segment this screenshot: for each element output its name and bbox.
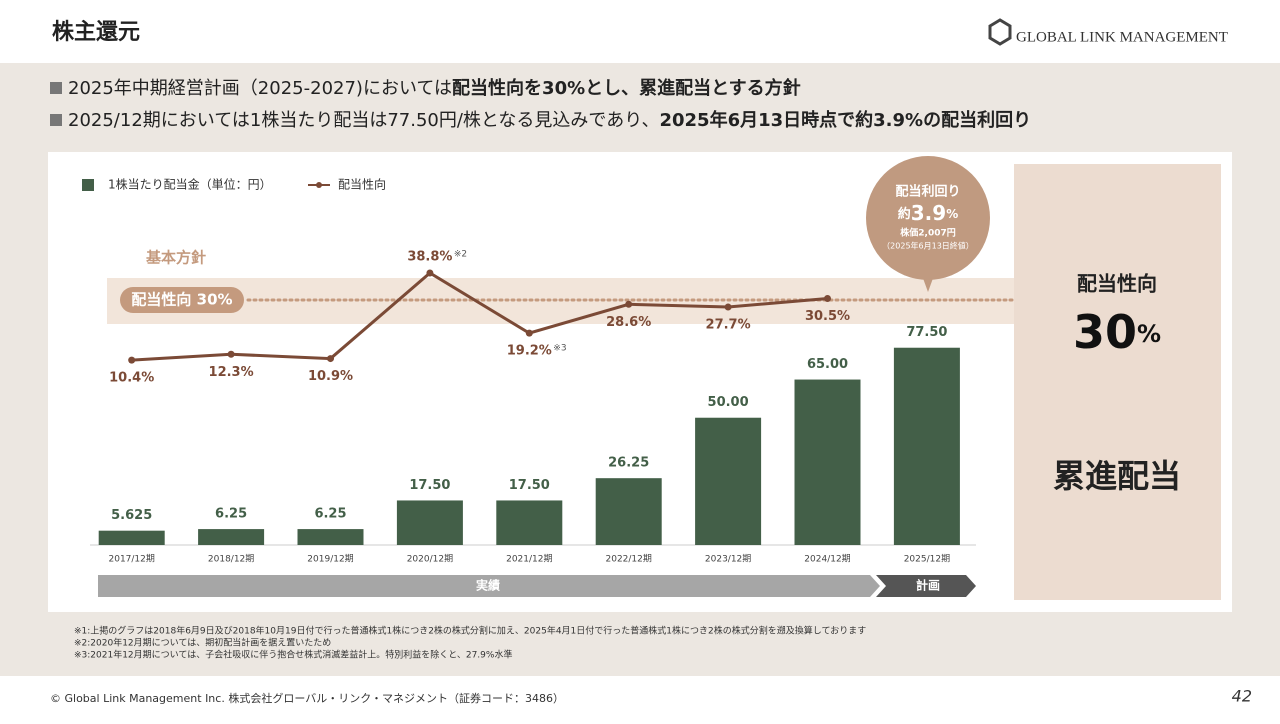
x-tick-label: 2022/12期 <box>606 554 652 565</box>
side-number: 30 <box>1073 305 1137 359</box>
callout-value: 3.9 <box>911 201 946 225</box>
legend: 1株当たり配当金（単位：円） 配当性向 <box>82 177 386 192</box>
logo-text: GLOBAL LINK MANAGEMENT <box>1016 29 1228 45</box>
side-unit: % <box>1137 320 1161 348</box>
footnote: ※1:上掲のグラフは2018年6月9日及び2018年10月19日付で行った普通株… <box>74 625 866 637</box>
bar-label: 65.00 <box>807 357 848 372</box>
bullet-icon <box>50 114 62 126</box>
line-label: 28.6% <box>606 315 651 330</box>
bullet: 2025年中期経営計画（2025-2027)においては配当性向を30%とし、累進… <box>68 77 801 99</box>
bullet: 2025/12期においては1株当たり配当は77.50円/株となる見込みであり、2… <box>68 109 1031 131</box>
note-mark: ※2 <box>454 250 467 260</box>
line-point <box>824 294 831 302</box>
policy-label: 配当性向 30% <box>131 291 232 309</box>
callout: 配当利回り 約3.9% 株価2,007円 （2025年6月13日終値） <box>866 156 990 292</box>
line-label: 10.4% <box>109 371 154 386</box>
bar-label: 77.50 <box>906 325 947 340</box>
bar-label: 6.25 <box>314 507 346 522</box>
policy-pill <box>120 287 244 313</box>
bar-label: 6.25 <box>215 507 247 522</box>
x-tick-label: 2025/12期 <box>904 554 950 565</box>
bullet-text: 2025年中期経営計画（2025-2027)においては <box>68 78 452 99</box>
bar <box>396 500 463 545</box>
callout-unit: % <box>946 207 958 221</box>
line-label: 27.7% <box>706 318 751 333</box>
note-mark: ※3 <box>553 344 566 354</box>
x-tick-label: 2023/12期 <box>705 554 751 565</box>
copyright: © Global Link Management Inc. 株式会社グローバル・… <box>50 691 564 705</box>
bar-label: 26.25 <box>608 456 649 471</box>
legend-swatch <box>82 179 94 191</box>
logo: GLOBAL LINK MANAGEMENT <box>988 18 1228 46</box>
callout-circle <box>866 156 990 280</box>
footnote: ※2:2020年12月期については、期初配当計画を据え置いたため <box>74 637 331 649</box>
bar <box>695 417 762 545</box>
side-box <box>1014 164 1221 600</box>
title: 株主還元 <box>52 20 140 45</box>
line-point <box>625 300 633 308</box>
policy-title: 基本方針 <box>145 249 206 267</box>
callout-prefix: 約 <box>898 206 911 222</box>
x-tick-label: 2024/12期 <box>804 554 850 565</box>
x-tick-label: 2018/12期 <box>208 554 254 565</box>
side-value: 30% <box>1073 305 1161 359</box>
line-point <box>227 350 235 358</box>
page-number: 42 <box>1232 687 1252 706</box>
bar <box>595 478 662 545</box>
line-point <box>724 303 732 311</box>
bar-label: 5.625 <box>111 508 152 523</box>
callout-yield: 約3.9% <box>898 201 958 225</box>
bar <box>893 347 960 545</box>
line-label: 10.9% <box>308 369 353 384</box>
footnote: ※3:2021年12月期については、子会社吸収に伴う抱合せ株式消滅差益計上。特別… <box>74 649 512 661</box>
phase-plan <box>876 575 976 597</box>
bar <box>794 379 861 545</box>
logo-icon <box>988 18 1012 46</box>
callout-price: 株価2,007円 <box>900 227 955 239</box>
bar <box>297 529 364 545</box>
line <box>131 271 828 362</box>
x-tick-label: 2017/12期 <box>109 554 155 565</box>
phase-label: 計画 <box>916 578 940 593</box>
line-point <box>128 356 136 364</box>
side-policy: 累進配当 <box>1053 457 1181 495</box>
bullet-bold: 2025年6月13日時点で約3.9%の配当利回り <box>659 109 1031 131</box>
bullet-bold: 配当性向を30%とし、累進配当とする方針 <box>452 77 801 99</box>
line-point <box>426 269 434 277</box>
callout-title: 配当利回り <box>895 184 960 200</box>
bar-label: 50.00 <box>708 395 749 410</box>
bar <box>198 529 265 545</box>
x-tick-label: 2020/12期 <box>407 554 453 565</box>
callout-date: （2025年6月13日終値） <box>882 241 974 251</box>
line-label: 30.5% <box>805 309 850 324</box>
bullet-icon <box>50 82 62 94</box>
line-label: 38.8% <box>407 250 452 265</box>
line-point <box>525 329 533 337</box>
legend-dot <box>316 182 322 188</box>
bullet-text: 2025/12期においては1株当たり配当は77.50円/株となる見込みであり、 <box>68 110 659 131</box>
plot: 5.625 6.25 6.25 17.50 17.50 26.25 50.00 65.00 77… <box>90 250 1016 565</box>
legend-label: 1株当たり配当金（単位：円） <box>108 177 272 192</box>
bar <box>496 500 563 545</box>
legend-label: 配当性向 <box>338 177 386 192</box>
line-label: 12.3% <box>209 365 254 380</box>
bar <box>98 530 165 545</box>
line-point <box>327 355 334 363</box>
phase-actual <box>98 575 880 597</box>
bar-label: 17.50 <box>509 478 550 493</box>
bar-label: 17.50 <box>409 478 450 493</box>
x-tick-label: 2021/12期 <box>506 554 552 565</box>
line-label: 19.2% <box>507 344 552 359</box>
side-title: 配当性向 <box>1077 272 1157 296</box>
phase-label: 実績 <box>476 578 500 593</box>
x-tick-label: 2019/12期 <box>307 554 353 565</box>
